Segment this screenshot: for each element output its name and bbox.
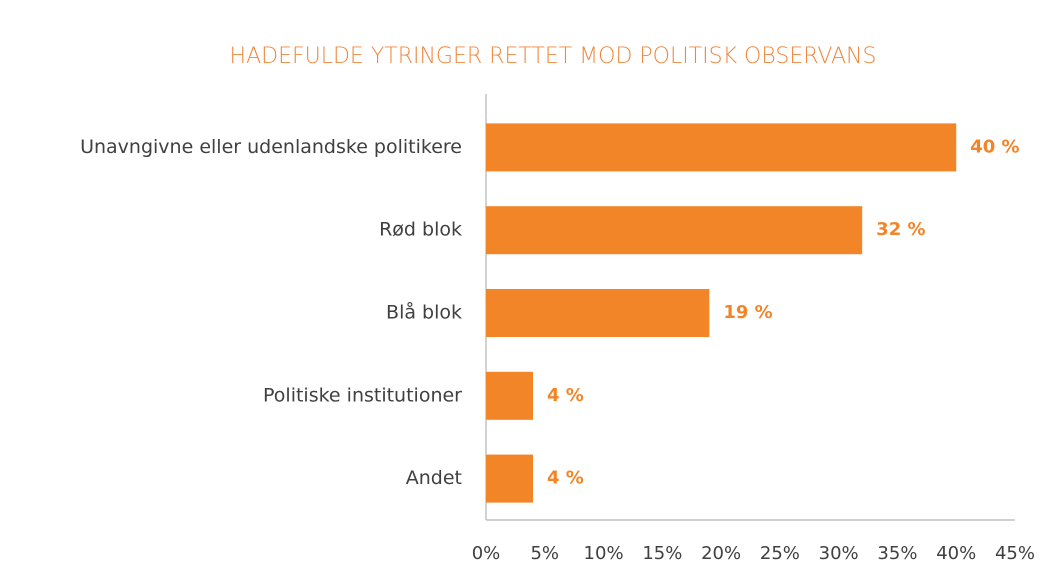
bar <box>486 371 534 420</box>
bar <box>486 288 710 338</box>
y-tick-label: Unavngivne eller udenlandske politikere <box>80 136 462 158</box>
bar <box>486 454 534 503</box>
data-label: 40 % <box>970 136 1019 157</box>
chart-title: HADEFULDE YTRINGER RETTET MOD POLITISK O… <box>230 44 877 69</box>
data-label: 32 % <box>876 219 925 240</box>
bar <box>486 206 863 255</box>
bar <box>486 123 957 172</box>
x-tick-label: 30% <box>819 543 859 564</box>
x-tick-label: 10% <box>584 543 624 564</box>
x-tick-label: 0% <box>472 543 501 564</box>
x-tick-label: 20% <box>701 543 741 564</box>
x-tick-label: 45% <box>995 543 1035 564</box>
y-tick-label: Politiske institutioner <box>263 384 462 406</box>
data-label: 4 % <box>547 385 584 406</box>
y-tick-label: Andet <box>406 467 462 489</box>
x-tick-label: 40% <box>936 543 976 564</box>
x-tick-label: 35% <box>877 543 917 564</box>
x-tick-label: 15% <box>642 543 682 564</box>
y-tick-label: Rød blok <box>379 219 462 241</box>
y-tick-label: Blå blok <box>386 301 462 324</box>
x-tick-label: 5% <box>530 543 559 564</box>
data-label: 4 % <box>547 468 584 489</box>
x-tick-label: 25% <box>760 543 800 564</box>
data-label: 19 % <box>723 302 772 323</box>
